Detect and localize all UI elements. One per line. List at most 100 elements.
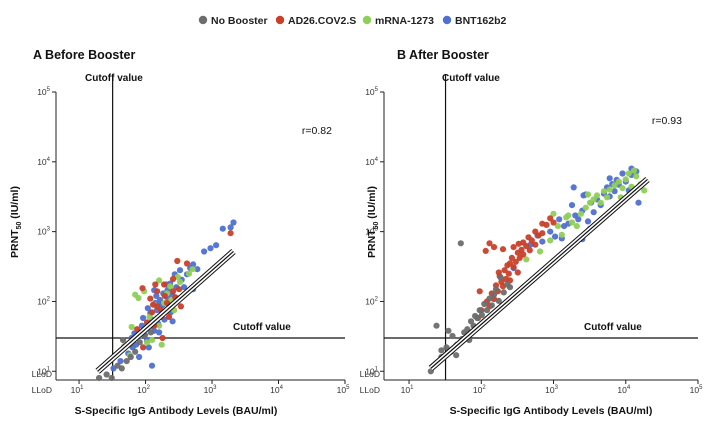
point-mrna-1273 bbox=[615, 178, 622, 185]
point-no-booster bbox=[147, 329, 154, 336]
point-no-booster bbox=[500, 289, 507, 296]
y-tick-label: 101 bbox=[365, 366, 378, 376]
legend-label-1: AD26.COV2.S bbox=[288, 15, 356, 27]
point-ad26-cov2-s bbox=[148, 309, 156, 316]
point-bnt162b2 bbox=[568, 202, 576, 209]
point-ad26-cov2-s bbox=[520, 251, 527, 258]
point-ad26-cov2-s bbox=[504, 262, 511, 269]
point-ad26-cov2-s bbox=[523, 243, 530, 250]
point-ad26-cov2-s bbox=[505, 270, 512, 277]
y-axis-label-main: PRNT bbox=[366, 229, 378, 258]
point-bnt162b2 bbox=[611, 188, 618, 195]
point-ad26-cov2-s bbox=[508, 254, 515, 261]
point-mrna-1273 bbox=[185, 270, 193, 277]
point-ad26-cov2-s bbox=[499, 246, 507, 253]
x-tick-exponent: 2 bbox=[482, 385, 486, 391]
y-tick-exponent: 3 bbox=[47, 227, 51, 233]
point-mrna-1273 bbox=[156, 322, 163, 329]
y-tick-exponent: 2 bbox=[47, 296, 51, 302]
y-tick-base: 10 bbox=[37, 366, 47, 376]
point-no-booster bbox=[136, 339, 143, 346]
x-tick-base: 10 bbox=[473, 385, 483, 395]
point-no-booster bbox=[453, 352, 460, 359]
point-ad26-cov2-s bbox=[476, 288, 483, 295]
y-tick-exponent: 3 bbox=[375, 227, 379, 233]
point-mrna-1273 bbox=[148, 337, 156, 344]
point-bnt162b2 bbox=[213, 242, 220, 249]
point-bnt162b2 bbox=[539, 238, 546, 245]
legend-marker-3 bbox=[442, 15, 452, 25]
point-ad26-cov2-s bbox=[518, 246, 525, 253]
point-bnt162b2 bbox=[606, 175, 613, 182]
point-no-booster bbox=[96, 374, 103, 382]
point-mrna-1273 bbox=[558, 231, 565, 238]
point-mrna-1273 bbox=[597, 199, 604, 206]
point-no-booster bbox=[449, 332, 456, 340]
data-points bbox=[427, 165, 648, 375]
x-tick-base: 10 bbox=[617, 385, 627, 395]
point-ad26-cov2-s bbox=[161, 292, 168, 299]
panel-title: A Before Booster bbox=[33, 48, 135, 62]
x-tick-label: 102 bbox=[473, 385, 486, 395]
point-mrna-1273 bbox=[536, 248, 544, 255]
point-no-booster bbox=[483, 307, 491, 314]
point-mrna-1273 bbox=[573, 223, 580, 230]
panel-title: B After Booster bbox=[397, 48, 489, 62]
point-mrna-1273 bbox=[146, 313, 153, 320]
point-mrna-1273 bbox=[565, 212, 572, 219]
x-axis-label: S-Specific IgG Antibody Levels (BAU/ml) bbox=[450, 405, 653, 417]
y-tick-label: 105 bbox=[365, 87, 378, 97]
point-no-booster bbox=[492, 286, 500, 293]
y-tick-base: 10 bbox=[365, 227, 375, 237]
point-mrna-1273 bbox=[176, 278, 184, 286]
x-tick-base: 10 bbox=[690, 385, 700, 395]
point-ad26-cov2-s bbox=[147, 295, 154, 302]
x-tick-base: 10 bbox=[204, 385, 214, 395]
x-tick-label: 104 bbox=[617, 385, 630, 395]
point-bnt162b2 bbox=[140, 314, 147, 322]
y-axis-label-unit: (IU/ml) bbox=[366, 186, 378, 222]
point-bnt162b2 bbox=[190, 261, 197, 268]
point-mrna-1273 bbox=[547, 237, 554, 244]
point-ad26-cov2-s bbox=[154, 288, 161, 295]
x-tick-label: 105 bbox=[690, 385, 703, 395]
point-mrna-1273 bbox=[625, 170, 632, 177]
point-no-booster bbox=[504, 281, 511, 288]
x-tick-label: 101 bbox=[71, 385, 84, 395]
x-tick-label: 104 bbox=[270, 385, 283, 395]
point-ad26-cov2-s bbox=[543, 221, 550, 228]
point-bnt162b2 bbox=[176, 267, 184, 274]
correlation-annotation: r=0.93 bbox=[652, 115, 682, 127]
point-no-booster bbox=[488, 302, 495, 309]
point-bnt162b2 bbox=[156, 329, 163, 336]
y-tick-label: 104 bbox=[365, 157, 378, 167]
point-no-booster bbox=[103, 371, 110, 378]
point-no-booster bbox=[490, 291, 498, 298]
point-no-booster bbox=[495, 297, 502, 304]
x-tick-label: 103 bbox=[204, 385, 217, 395]
point-no-booster bbox=[445, 327, 452, 334]
legend-marker-0 bbox=[198, 15, 208, 25]
point-bnt162b2 bbox=[230, 219, 237, 226]
y-tick-base: 10 bbox=[365, 366, 375, 376]
point-ad26-cov2-s bbox=[510, 264, 517, 271]
point-ad26-cov2-s bbox=[547, 215, 554, 222]
point-no-booster bbox=[443, 344, 450, 351]
y-tick-exponent: 1 bbox=[47, 366, 51, 372]
point-ad26-cov2-s bbox=[177, 303, 184, 310]
point-mrna-1273 bbox=[611, 182, 618, 189]
legend: No Booster AD26.COV2.S mRNA-1273 BNT162b2 bbox=[198, 15, 507, 27]
point-ad26-cov2-s bbox=[170, 288, 177, 295]
y-tick-label: 102 bbox=[365, 296, 378, 306]
point-bnt162b2 bbox=[584, 218, 592, 225]
x-tick-base: 10 bbox=[545, 385, 555, 395]
point-bnt162b2 bbox=[556, 216, 563, 223]
point-ad26-cov2-s bbox=[154, 303, 161, 310]
x-tick-exponent: 5 bbox=[346, 385, 350, 391]
y-tick-label: 101 bbox=[37, 366, 50, 376]
y-tick-exponent: 4 bbox=[375, 157, 379, 163]
fit-line bbox=[430, 178, 648, 369]
point-bnt162b2 bbox=[117, 358, 124, 365]
y-tick-exponent: 5 bbox=[375, 87, 379, 93]
point-no-booster bbox=[123, 358, 130, 365]
